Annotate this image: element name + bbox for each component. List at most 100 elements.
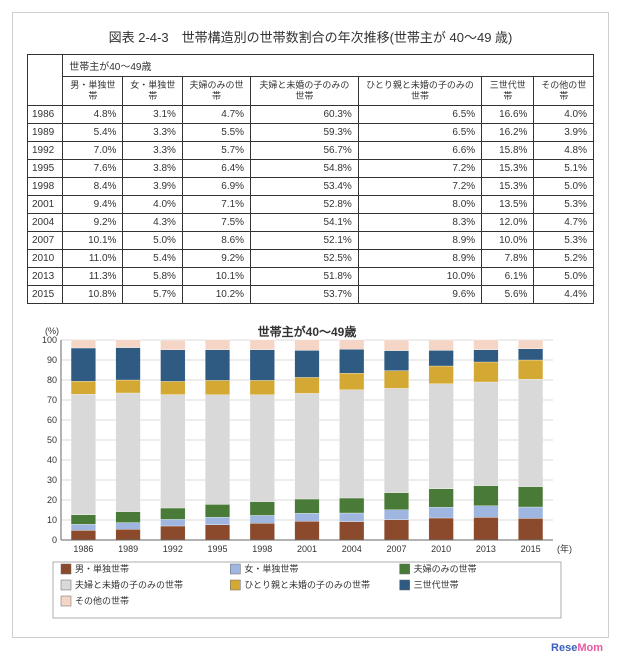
bar-segment [295,499,320,513]
year-cell: 2010 [28,249,63,267]
x-tick-label: 2010 [431,544,451,554]
legend-label: 男・単独世帯 [75,563,129,574]
bar-segment [339,373,364,390]
x-tick-label: 1989 [118,544,138,554]
value-cell: 10.0% [358,267,481,285]
bar-segment [71,530,96,540]
table-row: 20019.4%4.0%7.1%52.8%8.0%13.5%5.3% [28,195,594,213]
value-cell: 9.2% [63,213,123,231]
column-header-row: 男・単独世帯女・単独世帯夫婦のみの世帯夫婦と未婚の子のみの世帯ひとり親と未婚の子… [28,77,594,106]
value-cell: 7.0% [63,141,123,159]
value-cell: 3.9% [534,123,594,141]
value-cell: 5.0% [534,267,594,285]
value-cell: 53.4% [251,177,359,195]
bar-segment [474,485,499,505]
bar-segment [205,380,230,394]
bar-segment [71,524,96,530]
value-cell: 5.4% [123,249,183,267]
table-row: 19927.0%3.3%5.7%56.7%6.6%15.8%4.8% [28,141,594,159]
x-unit: (年) [557,543,572,554]
value-cell: 8.4% [63,177,123,195]
x-tick-label: 1998 [252,544,272,554]
bar-segment [250,515,275,523]
logo-part1: Rese [551,642,577,654]
chart-title: 世帯主が40～49歳 [258,324,357,339]
value-cell: 16.2% [482,123,534,141]
value-cell: 15.3% [482,159,534,177]
value-cell: 4.7% [182,105,250,123]
bar-segment [205,339,230,349]
x-tick-label: 2015 [521,544,541,554]
bar-segment [339,349,364,373]
bar-segment [116,529,141,540]
column-header: その他の世帯 [534,77,594,106]
bar-segment [518,507,543,518]
table-row: 201510.8%5.7%10.2%53.7%9.6%5.6%4.4% [28,285,594,303]
bar-segment [71,340,96,348]
value-cell: 4.0% [123,195,183,213]
value-cell: 5.3% [534,195,594,213]
year-cell: 2007 [28,231,63,249]
value-cell: 6.1% [482,267,534,285]
value-cell: 7.8% [482,249,534,267]
bar-segment [205,517,230,525]
logo-part2: Mom [577,642,603,654]
bar-segment [429,488,454,506]
bar-segment [518,518,543,540]
value-cell: 5.3% [534,231,594,249]
y-tick-label: 70 [47,395,57,405]
data-table: 世帯主が40～49歳 男・単独世帯女・単独世帯夫婦のみの世帯夫婦と未婚の子のみの… [27,54,594,304]
bar-segment [295,521,320,540]
y-tick-label: 90 [47,355,57,365]
y-tick-label: 30 [47,475,57,485]
value-cell: 52.8% [251,195,359,213]
bar-segment [250,394,275,501]
value-cell: 4.7% [534,213,594,231]
y-tick-label: 40 [47,455,57,465]
value-cell: 8.3% [358,213,481,231]
legend-label: 夫婦のみの世帯 [414,563,477,574]
legend-label: 三世代世帯 [414,579,459,590]
bar-segment [339,513,364,522]
year-cell: 1986 [28,105,63,123]
value-cell: 4.0% [534,105,594,123]
bar-segment [250,380,275,394]
legend-label: 女・単独世帯 [244,563,298,574]
bar-segment [518,360,543,379]
value-cell: 9.4% [63,195,123,213]
year-cell: 2015 [28,285,63,303]
year-cell: 2013 [28,267,63,285]
bar-segment [384,388,409,492]
bar-segment [116,522,141,529]
value-cell: 3.9% [123,177,183,195]
figure-title: 図表 2-4-3 世帯構造別の世帯数割合の年次推移(世帯主が 40～49 歳) [27,27,594,46]
table-row: 19988.4%3.9%6.9%53.4%7.2%15.3%5.0% [28,177,594,195]
value-cell: 10.8% [63,285,123,303]
bar-segment [116,511,141,522]
bar-segment [339,521,364,539]
bar-segment [250,339,275,349]
value-cell: 52.5% [251,249,359,267]
x-tick-label: 1986 [73,544,93,554]
bar-segment [384,370,409,388]
value-cell: 5.0% [123,231,183,249]
bar-segment [429,350,454,366]
year-cell: 1989 [28,123,63,141]
bar-segment [161,349,186,381]
value-cell: 5.6% [482,285,534,303]
bar-segment [429,518,454,540]
legend-label: その他の世帯 [75,595,129,606]
legend-marker [61,596,71,606]
value-cell: 3.1% [123,105,183,123]
value-cell: 11.0% [63,249,123,267]
value-cell: 4.8% [534,141,594,159]
legend-marker [400,564,410,574]
legend-marker [230,580,240,590]
bar-segment [205,394,230,504]
bar-segment [250,501,275,515]
value-cell: 60.3% [251,105,359,123]
legend-label: ひとり親と未婚の子のみの世帯 [244,579,370,590]
bar-segment [295,513,320,521]
x-tick-label: 2013 [476,544,496,554]
value-cell: 51.8% [251,267,359,285]
